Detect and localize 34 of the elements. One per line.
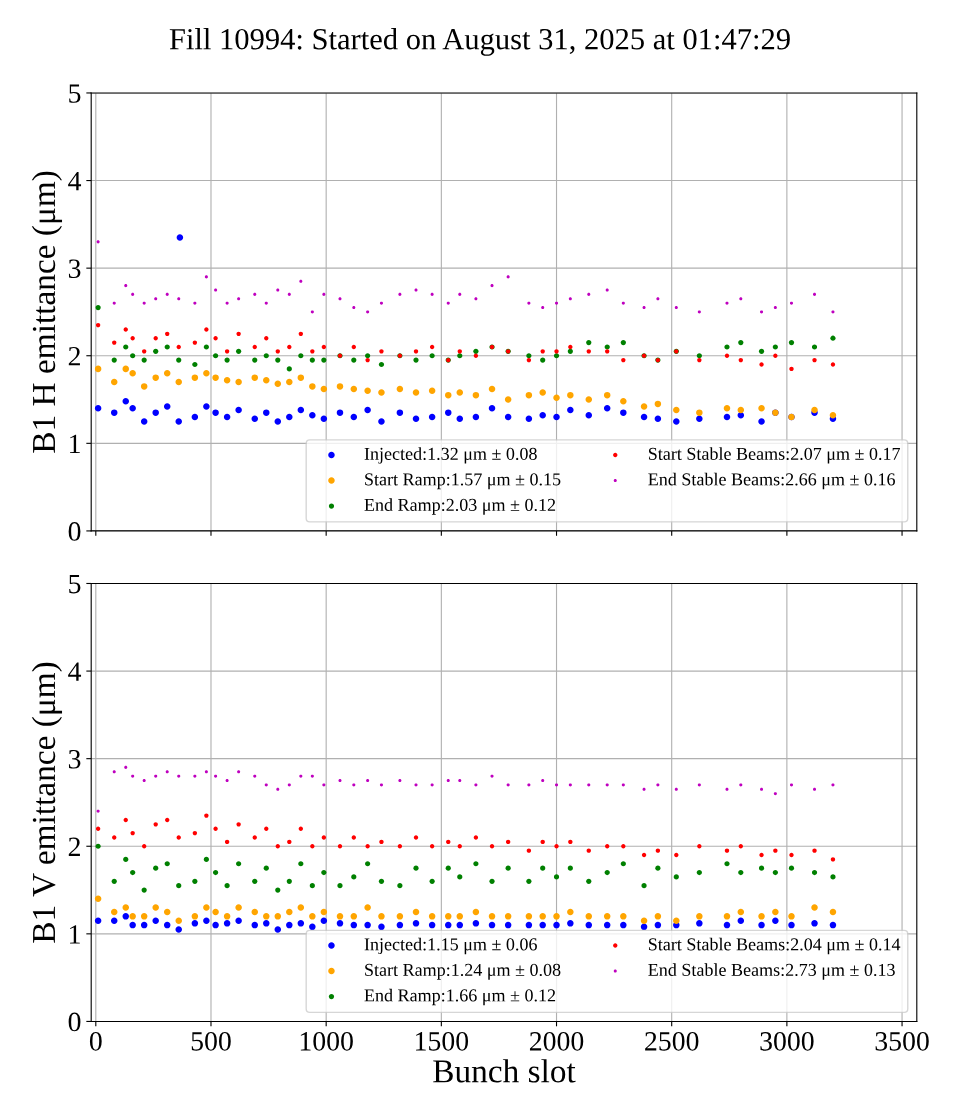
legend-label: End Stable Beams:2.66 μm ± 0.16 [648, 472, 895, 490]
x-tick-label: 1500 [416, 1031, 469, 1051]
x-tick-label: 500 [191, 1031, 231, 1051]
y-tick-label: 4 [68, 662, 82, 681]
legend-label: Start Ramp:1.57 μm ± 0.15 [365, 473, 561, 490]
legend-label: Start Stable Beams:2.04 μm ± 0.14 [648, 937, 901, 955]
y-tick-label: 5 [69, 574, 81, 594]
x-tick-label: 0 [89, 1031, 102, 1051]
y-tick-label: 5 [69, 84, 81, 103]
x-tick-label: 1000 [300, 1031, 353, 1051]
y-tick-label: 4 [68, 171, 82, 191]
y-tick-label: 0 [68, 522, 81, 541]
y-tick-label: 2 [68, 346, 80, 366]
y-tick-label: 1 [70, 925, 80, 944]
x-axis-title: Bunch slot [433, 1059, 576, 1083]
y-tick-label: 2 [68, 837, 80, 856]
x-tick-label: 3000 [760, 1031, 814, 1051]
y-tick-label: 3 [68, 259, 81, 279]
y-tick-label: 0 [68, 1012, 81, 1032]
legend-label: Injected:1.32 μm ± 0.08 [364, 447, 537, 464]
legend-label: End Ramp:2.03 μm ± 0.12 [364, 498, 556, 515]
x-tick-label: 3500 [875, 1031, 929, 1051]
x-tick-label: 2000 [529, 1031, 584, 1051]
legend-label: End Stable Beams:2.73 μm ± 0.13 [648, 963, 895, 980]
y-axis-title: B1 H emittance (μm) [31, 171, 63, 453]
x-tick-label: 2500 [645, 1031, 699, 1051]
y-tick-label: 1 [70, 434, 80, 453]
legend-label: End Ramp:1.66 μm ± 0.12 [364, 988, 556, 1006]
legend-label: Start Ramp:1.24 μm ± 0.08 [365, 963, 561, 980]
legend-label: Start Stable Beams:2.07 μm ± 0.17 [648, 447, 901, 464]
chart-title: Fill 10994: Started on August 31, 2025 at 01:47:29 [169, 28, 790, 56]
y-axis-title: B1 V emittance (μm) [31, 662, 63, 943]
legend-label: Injected:1.15 μm ± 0.06 [364, 937, 537, 955]
y-tick-label: 3 [68, 749, 81, 769]
